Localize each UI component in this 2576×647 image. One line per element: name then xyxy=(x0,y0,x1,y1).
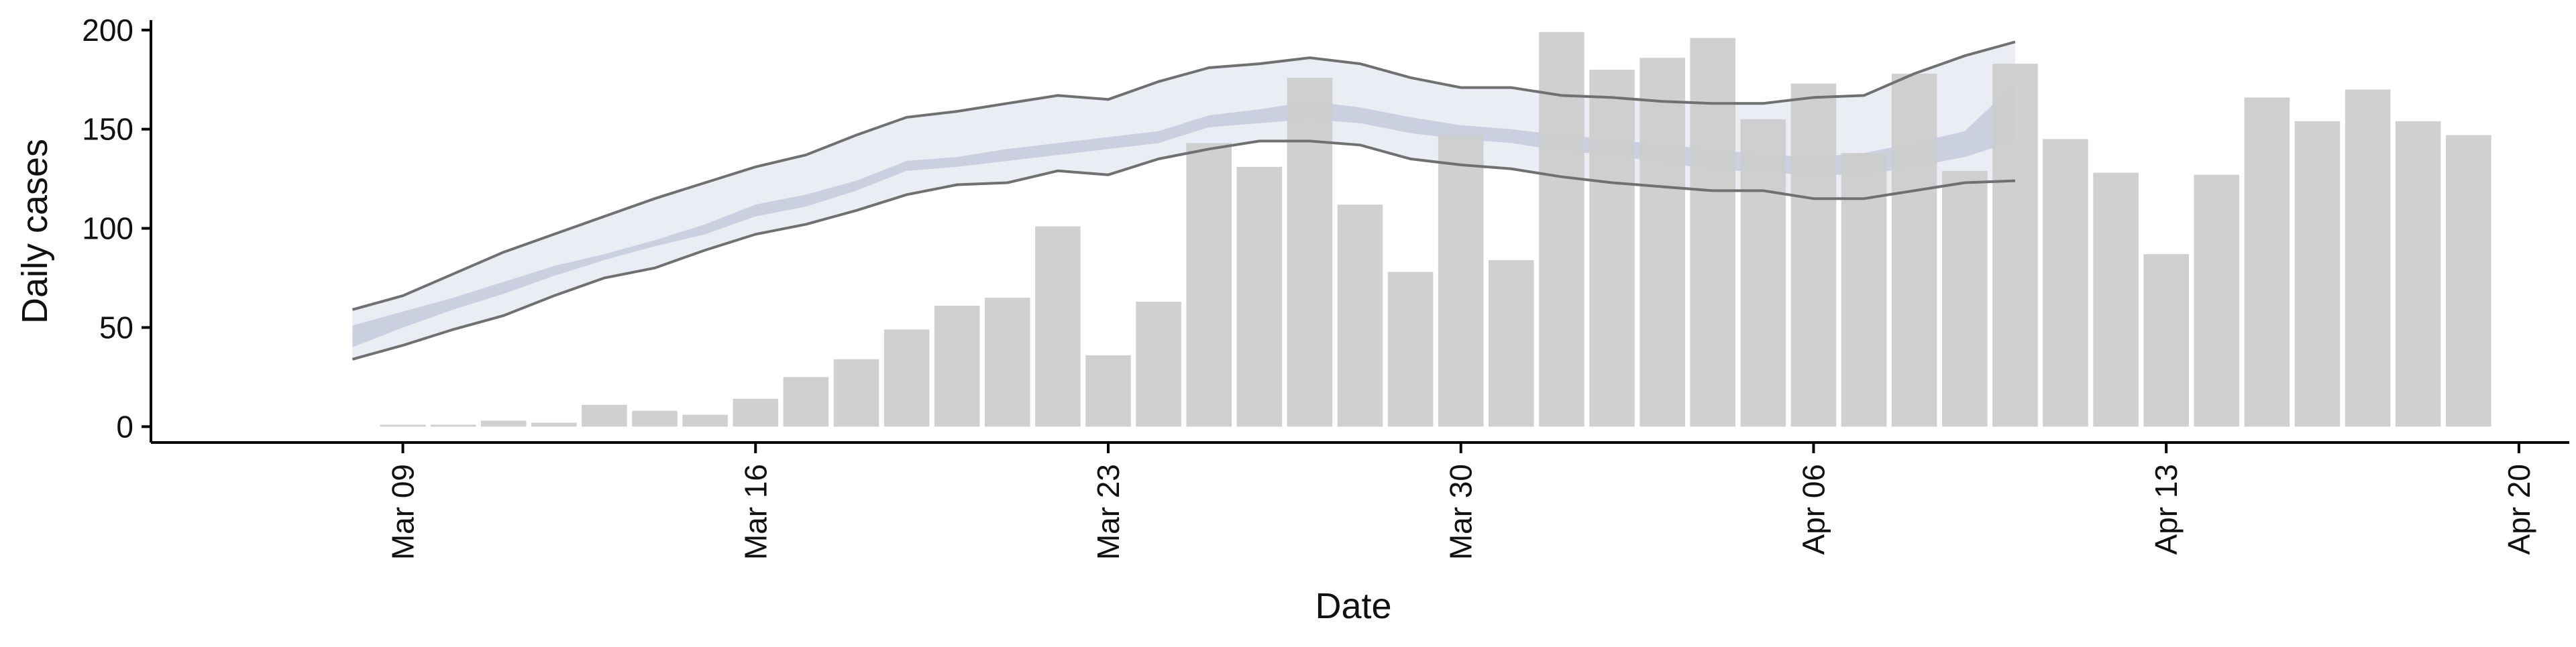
bar xyxy=(632,410,678,427)
bar xyxy=(2345,89,2391,427)
y-tick-label: 0 xyxy=(116,409,133,444)
bar xyxy=(2446,135,2491,427)
y-tick-label: 200 xyxy=(82,13,133,48)
x-tick-label: Apr 13 xyxy=(2149,464,2184,555)
lower-bound-line xyxy=(352,139,2015,361)
bar xyxy=(2294,121,2341,427)
bar xyxy=(480,420,527,427)
bar xyxy=(1740,119,1786,427)
x-tick-label: Mar 16 xyxy=(738,464,773,560)
bar xyxy=(1690,38,1735,427)
bar xyxy=(883,329,930,427)
bar xyxy=(2043,139,2088,427)
bar xyxy=(985,298,1030,427)
bar xyxy=(1489,259,1534,427)
bar xyxy=(1085,355,1131,427)
bar xyxy=(1589,69,1635,427)
bar xyxy=(531,422,577,427)
x-axis-title: Date xyxy=(1315,586,1391,626)
bar xyxy=(1287,77,1333,427)
y-tick-label: 50 xyxy=(99,310,133,345)
bar xyxy=(2194,174,2240,427)
band-edge-lines xyxy=(352,40,2016,361)
x-tick-label: Apr 06 xyxy=(1796,464,1831,555)
y-tick-label: 100 xyxy=(82,211,133,246)
y-axis-title: Daily cases xyxy=(15,139,55,324)
bar xyxy=(1337,204,1383,427)
x-tick-label: Mar 30 xyxy=(1444,464,1479,560)
bar xyxy=(380,424,426,427)
bar xyxy=(1387,272,1434,427)
x-tick-label: Apr 20 xyxy=(2502,464,2536,555)
bar xyxy=(582,404,627,427)
bar xyxy=(1136,302,1181,427)
bar xyxy=(682,414,728,427)
bar xyxy=(1035,226,1081,427)
bar xyxy=(1186,143,1232,427)
bar xyxy=(430,424,476,427)
bar xyxy=(1992,64,2038,427)
bar xyxy=(733,398,779,427)
bar xyxy=(2093,172,2139,427)
bar xyxy=(1891,73,1937,427)
x-tick-label: Mar 09 xyxy=(386,464,421,560)
bar xyxy=(934,305,980,427)
axes: 0 50 100 150 200 Mar 09 Mar 16 Mar 23 Mar 30 Apr … xyxy=(82,13,2569,560)
bar xyxy=(1438,135,1484,427)
bar xyxy=(833,359,879,427)
bar xyxy=(1236,166,1283,427)
bar xyxy=(1640,58,1685,427)
bar xyxy=(2143,254,2189,427)
bar xyxy=(2395,121,2441,427)
bar xyxy=(1790,83,1837,427)
y-tick-label: 150 xyxy=(82,112,133,147)
x-tick-label: Mar 23 xyxy=(1091,464,1126,560)
bar xyxy=(1539,32,1585,427)
bar xyxy=(1942,170,1988,427)
bar xyxy=(2244,97,2290,427)
upper-bound-line xyxy=(352,40,2016,311)
bar xyxy=(783,377,829,427)
bar xyxy=(1841,153,1887,427)
